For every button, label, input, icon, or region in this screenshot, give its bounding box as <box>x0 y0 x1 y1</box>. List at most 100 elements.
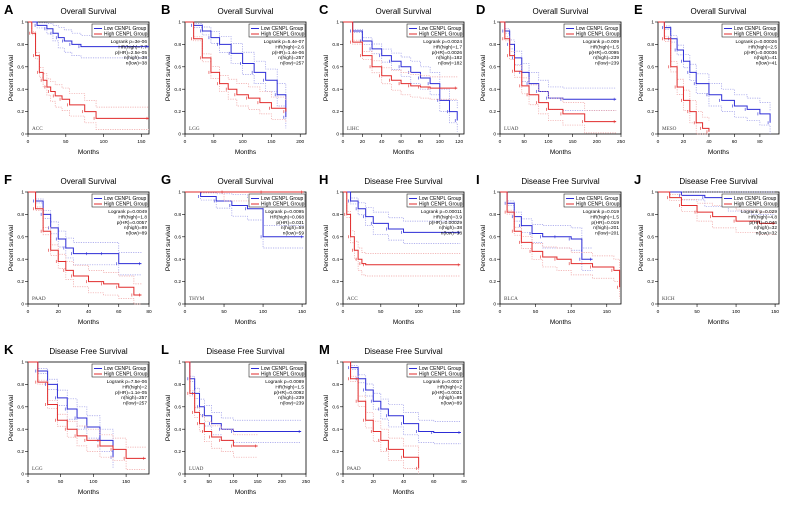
y-axis-label: Percent survival <box>480 54 487 101</box>
stat-line: Logrank p=0.009 <box>583 39 619 45</box>
y-tick-label: 0.2 <box>17 109 24 115</box>
y-tick-label: 0.4 <box>17 87 24 93</box>
chart-title: Disease Free Survival <box>49 347 127 356</box>
legend-label: High CENPL Group <box>104 32 148 38</box>
low-cenpl-survival-curve <box>185 361 302 432</box>
cancer-type-label: PAAD <box>347 466 361 472</box>
x-tick-label: 200 <box>278 479 286 485</box>
x-tick-label: 100 <box>567 309 575 315</box>
stat-line: p(HR)=0.019 <box>591 220 619 226</box>
low-ci-upper <box>500 191 593 249</box>
legend-label: High CENPL Group <box>734 32 778 38</box>
x-tick-label: 100 <box>229 479 237 485</box>
x-tick-label: 40 <box>379 139 385 145</box>
y-axis-label: Percent survival <box>638 224 645 271</box>
legend-label: Low CENPL Group <box>419 26 462 32</box>
stat-line: n(high)=89 <box>439 395 462 401</box>
y-tick-label: 0 <box>336 302 339 308</box>
low-ci-lower <box>185 21 287 129</box>
y-tick-label: 0.6 <box>332 64 339 70</box>
legend-box <box>248 363 306 378</box>
x-tick-label: 0 <box>342 309 345 315</box>
y-tick-label: 0.8 <box>489 212 496 218</box>
x-axis-label: Months <box>393 319 415 326</box>
panel-g: G Overall Survival 0 0.2 0.4 0.6 0.8 1 0 50 100 150… <box>161 172 306 326</box>
stat-line: n(high)=201 <box>593 225 619 231</box>
x-tick-label: 20 <box>371 479 377 485</box>
stat-line: HR(high)=1.5 <box>590 214 619 220</box>
legend-label: High CENPL Group <box>576 32 620 38</box>
y-tick-label: 0.2 <box>174 449 181 455</box>
stat-line: n(low)=38 <box>126 61 148 67</box>
x-tick-label: 150 <box>254 479 262 485</box>
stat-line: n(low)=239 <box>280 401 304 407</box>
legend-box <box>248 23 306 38</box>
y-tick-label: 0 <box>21 302 24 308</box>
y-tick-label: 0 <box>493 132 496 138</box>
stat-line: Logrank p=0.0024 <box>423 39 462 45</box>
chart-title: Overall Survival <box>60 7 116 16</box>
y-tick-label: 0 <box>651 302 654 308</box>
high-ci-lower <box>343 361 419 474</box>
stat-line: HR(high)=3.9 <box>433 214 462 220</box>
low-ci-upper <box>343 191 461 222</box>
y-tick-label: 1 <box>178 20 181 26</box>
y-axis-label: Percent survival <box>8 394 15 441</box>
stat-line: HR(high)=1.5 <box>590 44 619 50</box>
y-tick-label: 0.4 <box>174 257 181 263</box>
x-tick-label: 50 <box>522 139 528 145</box>
y-tick-label: 0.6 <box>332 404 339 410</box>
low-cenpl-survival-curve <box>28 191 142 265</box>
plot-frame <box>184 361 307 475</box>
y-tick-label: 0 <box>493 302 496 308</box>
y-tick-label: 1 <box>651 20 654 26</box>
stat-line: p(HR)=2.5e-05 <box>115 50 147 56</box>
y-tick-label: 1 <box>21 190 24 196</box>
x-tick-label: 150 <box>267 139 275 145</box>
stat-line: n(high)=257 <box>278 55 304 61</box>
cancer-type-label: MESO <box>662 126 677 132</box>
stat-line: n(high)=257 <box>121 395 147 401</box>
y-tick-label: 0.2 <box>332 279 339 285</box>
legend-label: High CENPL Group <box>576 202 620 208</box>
high-cenpl-survival-curve <box>28 21 149 119</box>
y-axis-label: Percent survival <box>8 54 15 101</box>
y-tick-label: 0.2 <box>17 279 24 285</box>
x-tick-label: 50 <box>58 479 64 485</box>
x-tick-label: 150 <box>569 139 577 145</box>
y-tick-label: 0 <box>178 302 181 308</box>
chart-title: Overall Survival <box>60 177 116 186</box>
stat-line: n(high)=239 <box>593 55 619 61</box>
cancer-type-label: LGG <box>189 126 200 132</box>
legend-label: Low CENPL Group <box>734 196 777 202</box>
y-axis-label: Percent survival <box>8 224 15 271</box>
y-axis-label: Percent survival <box>165 224 172 271</box>
panel-l: L Disease Free Survival 0 0.2 0.4 0.6 0.8 1 0 50 1… <box>161 342 310 496</box>
cancer-type-label: LUAD <box>189 466 204 472</box>
cancer-type-label: KICH <box>662 296 675 302</box>
stat-line: p(HR)=0.0057 <box>117 220 148 226</box>
x-tick-label: 20 <box>360 139 366 145</box>
high-cenpl-survival-curve <box>658 21 710 132</box>
y-tick-label: 0.8 <box>332 212 339 218</box>
plot-frame <box>499 21 622 135</box>
stat-line: Logrank p=5.4e-07 <box>264 39 305 45</box>
y-tick-label: 0.2 <box>332 109 339 115</box>
y-tick-label: 0.4 <box>174 87 181 93</box>
x-tick-label: 60 <box>116 309 122 315</box>
panel-letter: F <box>4 172 12 187</box>
stat-line: n(high)=182 <box>436 55 462 61</box>
panel-i: I Disease Free Survival 0 0.2 0.4 0.6 0.8 1 0 50 1… <box>476 172 622 326</box>
x-tick-label: 100 <box>89 479 97 485</box>
y-tick-label: 0.2 <box>647 279 654 285</box>
stat-line: Logrank p=0.0049 <box>108 209 147 215</box>
x-tick-label: 0 <box>342 139 345 145</box>
y-tick-label: 1 <box>336 360 339 366</box>
stat-line: HR(high)=1.7 <box>433 44 462 50</box>
chart-title: Disease Free Survival <box>206 347 284 356</box>
plot-frame <box>184 21 307 135</box>
stat-line: p(HR)=0.0092 <box>274 390 305 396</box>
low-cenpl-survival-curve <box>500 191 593 260</box>
legend-label: Low CENPL Group <box>419 366 462 372</box>
